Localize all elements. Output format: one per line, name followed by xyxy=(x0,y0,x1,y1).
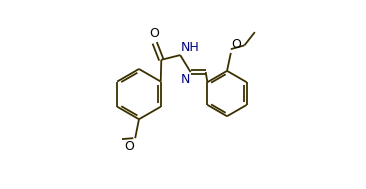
Text: NH: NH xyxy=(181,41,200,54)
Text: N: N xyxy=(180,73,190,86)
Text: O: O xyxy=(124,140,134,153)
Text: O: O xyxy=(231,38,241,51)
Text: O: O xyxy=(149,27,159,40)
